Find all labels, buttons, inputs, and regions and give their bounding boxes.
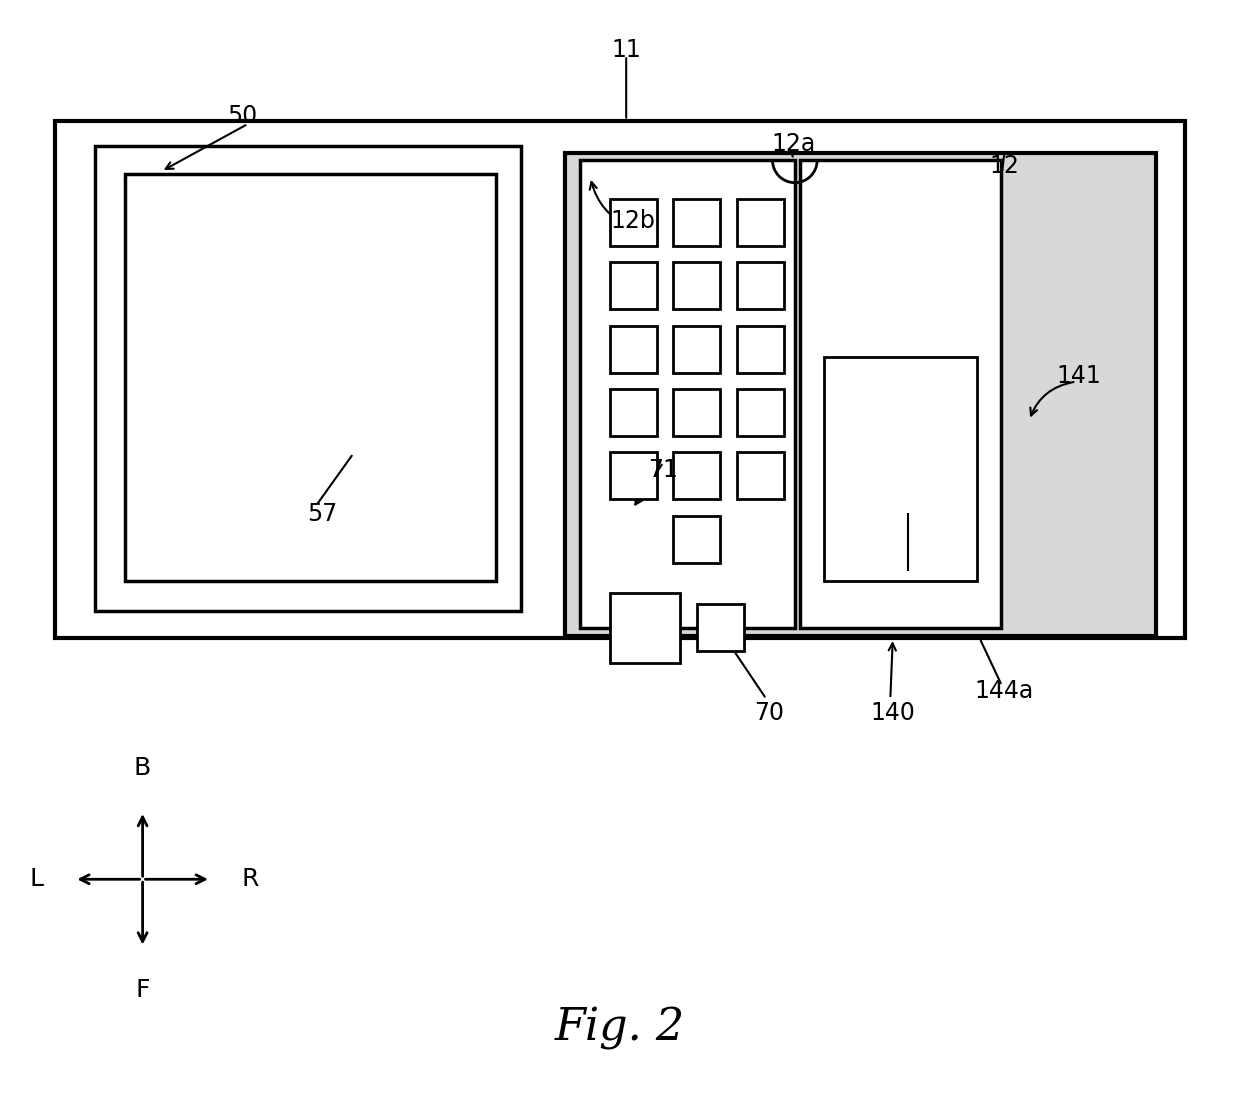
Bar — [823, 357, 977, 582]
Text: B: B — [134, 757, 151, 780]
Bar — [737, 326, 784, 373]
Bar — [610, 452, 657, 500]
Bar — [737, 262, 784, 310]
Text: 141: 141 — [1056, 364, 1101, 388]
Text: 12a: 12a — [771, 132, 816, 156]
Bar — [565, 153, 1156, 636]
Bar — [673, 199, 720, 246]
Bar — [580, 160, 795, 628]
Bar — [610, 389, 657, 436]
Text: 12b: 12b — [610, 209, 655, 233]
Bar — [673, 452, 720, 500]
Bar — [673, 389, 720, 436]
Bar — [737, 389, 784, 436]
Text: R: R — [242, 867, 259, 891]
Text: 70: 70 — [754, 701, 784, 726]
Text: 12: 12 — [990, 154, 1019, 178]
Bar — [610, 593, 681, 664]
Bar — [610, 326, 657, 373]
Bar — [737, 199, 784, 246]
Bar — [737, 452, 784, 500]
Bar — [95, 146, 521, 611]
Text: L: L — [30, 867, 43, 891]
Bar — [673, 515, 720, 563]
Bar — [125, 174, 496, 581]
Bar — [800, 160, 1001, 628]
Text: Fig. 2: Fig. 2 — [554, 1006, 686, 1051]
Text: F: F — [135, 979, 150, 1002]
Text: 144a: 144a — [975, 679, 1034, 703]
Text: 140: 140 — [870, 701, 915, 726]
Bar — [673, 326, 720, 373]
Bar — [610, 262, 657, 310]
Text: 71: 71 — [649, 458, 678, 482]
Text: 50: 50 — [227, 104, 257, 128]
Text: 57: 57 — [308, 502, 337, 526]
Bar — [673, 262, 720, 310]
Bar — [610, 199, 657, 246]
Bar — [697, 605, 744, 651]
Bar — [55, 121, 1185, 638]
Text: 11: 11 — [611, 38, 641, 62]
